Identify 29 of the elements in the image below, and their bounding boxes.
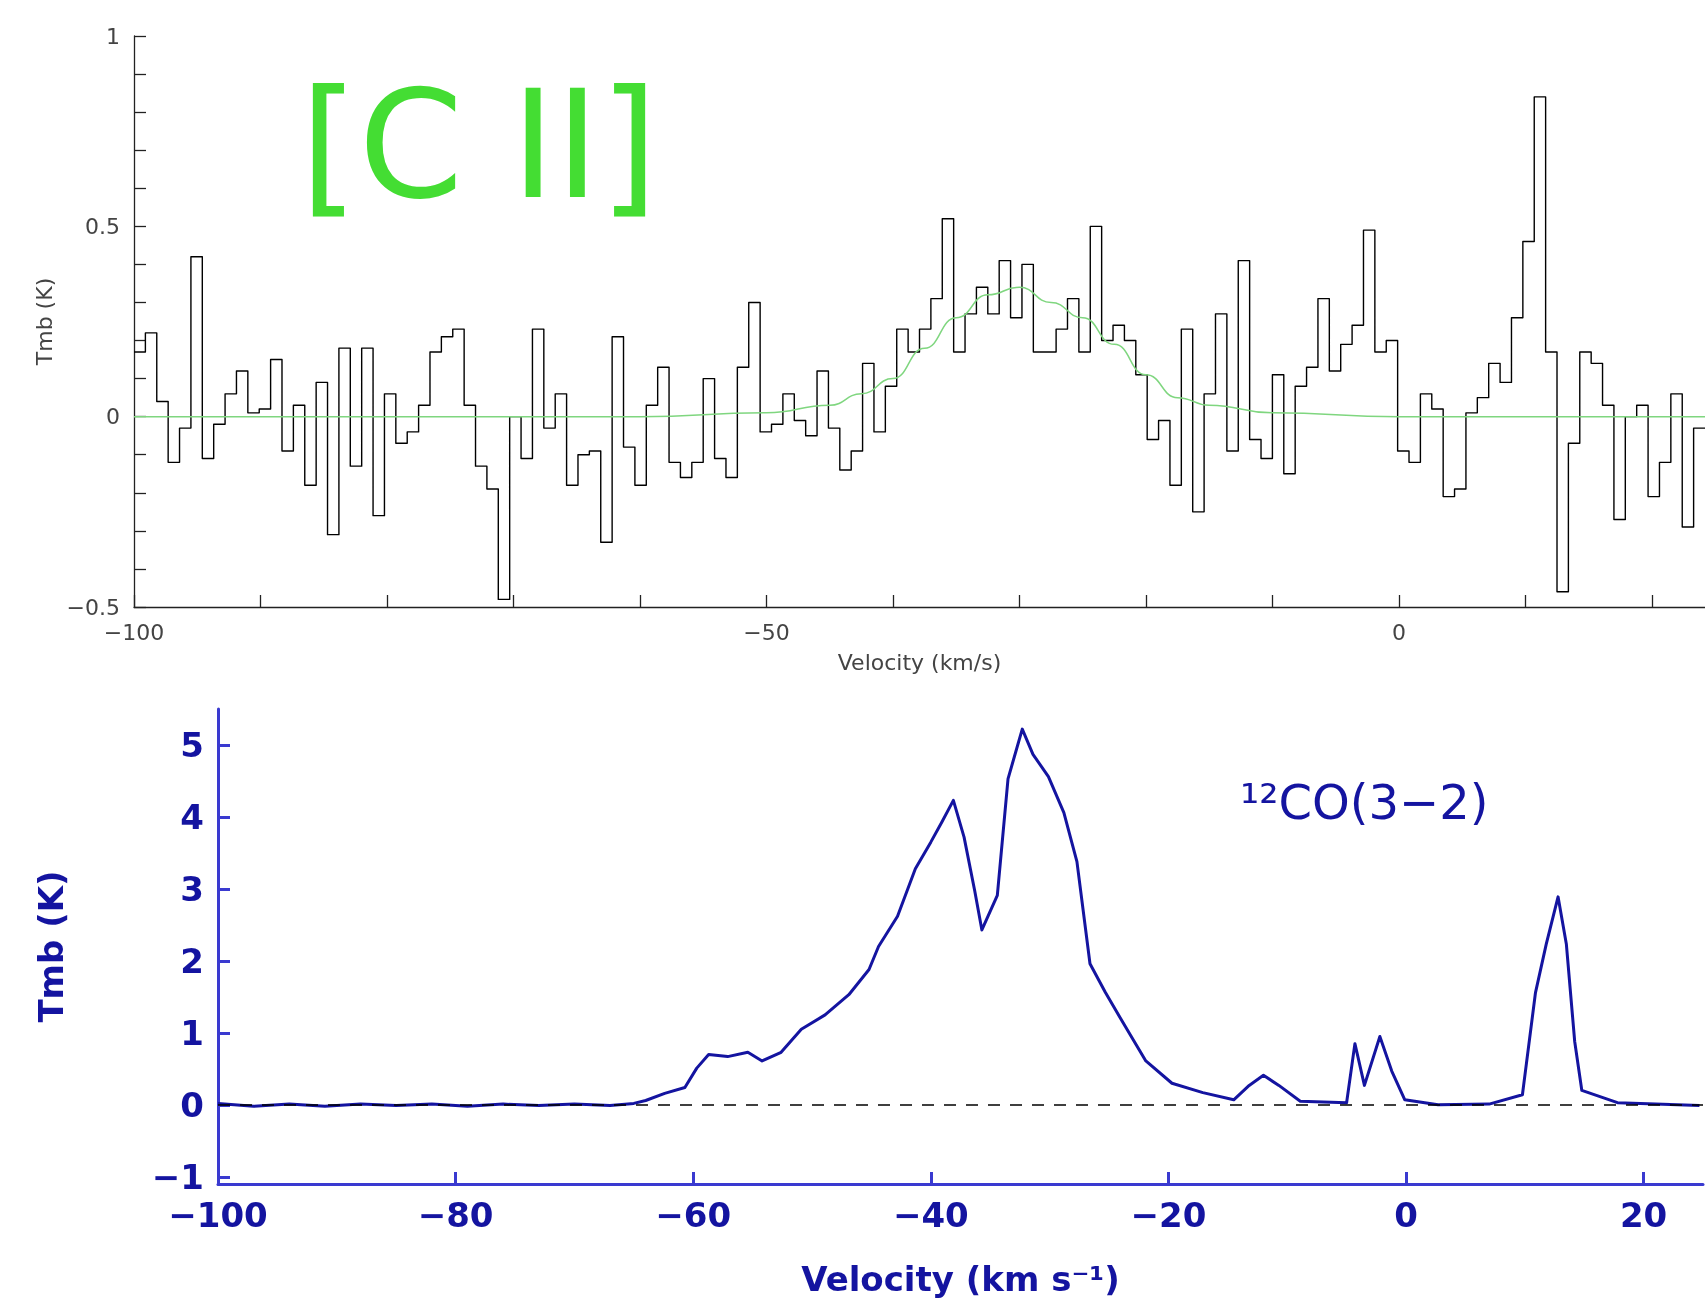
- line-series: [133, 286, 1705, 418]
- y-tick-label: 2: [180, 940, 204, 981]
- x-tick-label: −40: [892, 1195, 969, 1235]
- x-tick-label: −60: [655, 1195, 732, 1235]
- x-tick-label: −100: [103, 619, 165, 645]
- x-tick-label: −80: [417, 1195, 494, 1235]
- y-tick-label: 0: [106, 404, 120, 430]
- annotation: ¹²CO(3−2): [1240, 774, 1489, 830]
- annotation: [C II]: [300, 58, 658, 232]
- y-tick-label: 0: [180, 1084, 204, 1125]
- x-tick-label: 0: [1391, 619, 1406, 645]
- x-tick-label: −20: [1130, 1195, 1207, 1235]
- y-tick-label: 3: [180, 868, 204, 909]
- x-tick-label: −100: [168, 1195, 268, 1235]
- x-axis-title: Velocity (km/s): [837, 649, 1002, 675]
- x-tick-label: 0: [1394, 1195, 1418, 1235]
- y-tick-label: −0.5: [66, 594, 120, 620]
- y-axis-title: Tmb (K): [32, 277, 58, 367]
- x-tick-label: −50: [743, 619, 790, 645]
- y-tick-label: 4: [180, 796, 204, 837]
- y-tick-label: 5: [180, 724, 204, 765]
- y-tick-label: 1: [180, 1012, 204, 1053]
- y-tick-label: −1: [151, 1156, 204, 1197]
- line-series: [216, 727, 1701, 1108]
- x-axis-title: Velocity (km s⁻¹): [801, 1259, 1120, 1299]
- y-tick-label: 1: [106, 23, 120, 49]
- y-axis-title: Tmb (K): [31, 870, 71, 1023]
- x-tick-label: 20: [1619, 1195, 1668, 1235]
- y-tick-label: 0.5: [85, 213, 120, 239]
